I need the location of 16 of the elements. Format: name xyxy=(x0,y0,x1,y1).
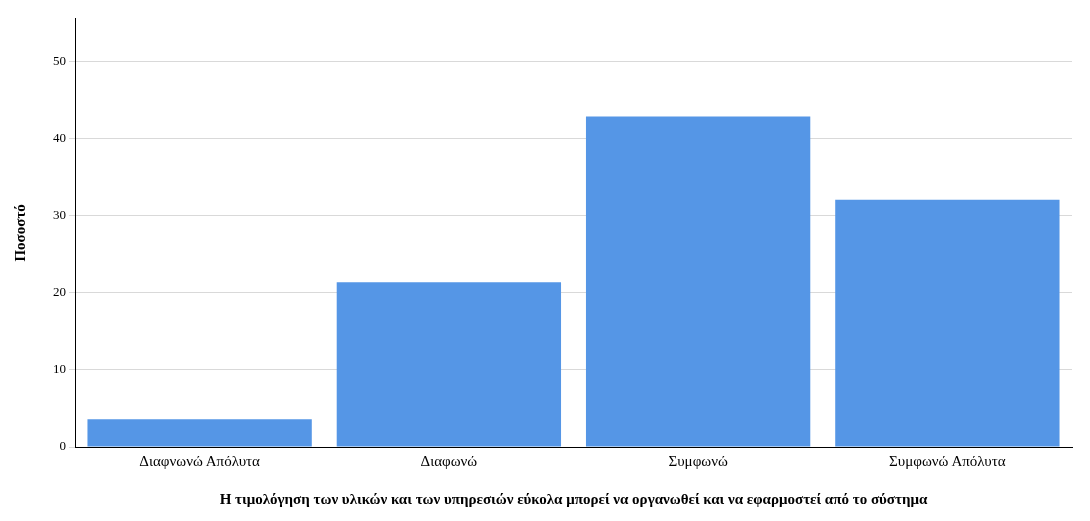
y-tick-label: 10 xyxy=(53,361,66,377)
bar xyxy=(585,116,811,447)
y-tick-label: 50 xyxy=(53,53,66,69)
x-tick-label: Διαφωνώ xyxy=(420,452,478,469)
y-tick-label: 0 xyxy=(59,438,66,454)
bar xyxy=(87,419,312,447)
y-axis-title: Ποσοστό xyxy=(11,204,28,262)
y-tick-label: 40 xyxy=(53,130,66,146)
x-axis-title: Η τιμολόγηση των υλικών και των υπηρεσιών εύκολα μπορεί να οργανωθεί και να εφαρμοστεί από το σύστημα xyxy=(219,490,928,507)
bar xyxy=(835,199,1060,447)
x-tick-label: Συμφωνώ Απόλυτα xyxy=(889,452,1006,469)
y-tick-label: 20 xyxy=(53,284,66,300)
bar xyxy=(336,282,562,447)
x-tick-label: Συμφωνώ xyxy=(668,452,728,469)
x-tick-label: Διαφνωνώ Απόλυτα xyxy=(139,452,261,469)
y-tick-label: 30 xyxy=(53,207,66,223)
